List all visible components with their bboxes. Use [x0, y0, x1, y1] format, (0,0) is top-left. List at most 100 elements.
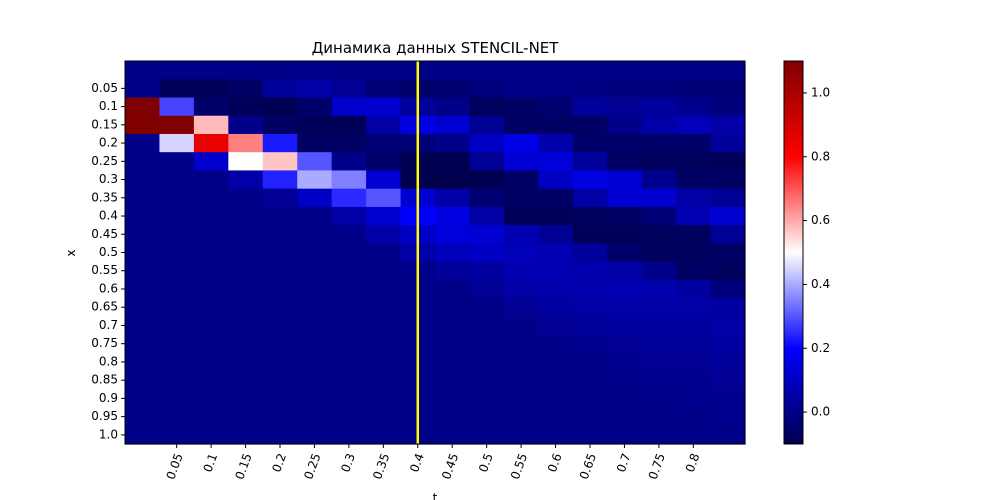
- heatmap-cell: [159, 206, 195, 226]
- heatmap-cell: [159, 79, 195, 99]
- heatmap-cell: [331, 97, 367, 117]
- heatmap-cell: [435, 425, 471, 445]
- y-tick-label: 0.15: [91, 117, 118, 131]
- heatmap-cell: [228, 133, 264, 153]
- x-tick-label: 0.8: [683, 451, 703, 474]
- heatmap-cell: [572, 425, 608, 445]
- x-tick-label: 0.15: [232, 451, 254, 481]
- heatmap-cell: [228, 425, 264, 445]
- heatmap-cell: [193, 225, 229, 244]
- heatmap-cell: [435, 316, 471, 336]
- heatmap-cell: [159, 243, 195, 263]
- heatmap-cell: [228, 206, 264, 226]
- heatmap-cell: [572, 352, 608, 372]
- heatmap-cell: [366, 425, 402, 445]
- heatmap-cell: [710, 225, 746, 244]
- heatmap-cell: [125, 279, 161, 299]
- heatmap-cell: [331, 371, 367, 390]
- heatmap-cell: [366, 97, 402, 117]
- heatmap-cell: [572, 261, 608, 281]
- heatmap-cell: [710, 206, 746, 226]
- heatmap-cell: [538, 206, 574, 226]
- heatmap-cell: [503, 61, 539, 80]
- heatmap-cell: [469, 188, 505, 208]
- heatmap-cell: [676, 206, 712, 226]
- heatmap-cell: [297, 152, 333, 172]
- heatmap-cell: [366, 352, 402, 372]
- heatmap-cell: [228, 389, 264, 409]
- heatmap-cell: [676, 115, 712, 135]
- heatmap-cell: [159, 316, 195, 336]
- heatmap-cell: [262, 279, 298, 299]
- heatmap-cell: [641, 334, 677, 354]
- heatmap-cell: [297, 61, 333, 80]
- heatmap-cell: [228, 407, 264, 427]
- heatmap-cell: [469, 170, 505, 190]
- heatmap-cell: [228, 371, 264, 390]
- heatmap-cell: [710, 79, 746, 99]
- heatmap-cell: [607, 316, 643, 336]
- heatmap-cell: [193, 115, 229, 135]
- heatmap-cell: [262, 133, 298, 153]
- heatmap-cell: [503, 133, 539, 153]
- y-tick-label: 0.45: [91, 227, 118, 241]
- heatmap-cell: [159, 261, 195, 281]
- heatmap-cell: [159, 389, 195, 409]
- heatmap-cell: [503, 225, 539, 244]
- heatmap-cell: [641, 61, 677, 80]
- heatmap-cell: [641, 133, 677, 153]
- heatmap-cell: [262, 79, 298, 99]
- heatmap-cell: [297, 352, 333, 372]
- heatmap-cell: [641, 243, 677, 263]
- heatmap-cell: [125, 170, 161, 190]
- heatmap-cell: [572, 243, 608, 263]
- heatmap-cell: [193, 389, 229, 409]
- heatmap-cell: [193, 188, 229, 208]
- heatmap-cell: [710, 133, 746, 153]
- heatmap-cell: [641, 298, 677, 317]
- heatmap-cell: [262, 407, 298, 427]
- heatmap-cell: [676, 133, 712, 153]
- heatmap-cell: [366, 261, 402, 281]
- heatmap-cell: [435, 79, 471, 99]
- heatmap-cell: [572, 371, 608, 390]
- y-tick-label: 0.7: [99, 318, 118, 332]
- heatmap-cell: [538, 407, 574, 427]
- heatmap-cell: [297, 334, 333, 354]
- heatmap-cell: [538, 334, 574, 354]
- heatmap-cell: [366, 334, 402, 354]
- heatmap-cell: [710, 243, 746, 263]
- heatmap-cell: [503, 316, 539, 336]
- heatmap-cell: [641, 188, 677, 208]
- heatmap-cell: [469, 334, 505, 354]
- heatmap-cell: [572, 133, 608, 153]
- heatmap-cell: [331, 279, 367, 299]
- heatmap-cell: [262, 389, 298, 409]
- heatmap-cell: [193, 133, 229, 153]
- heatmap-cell: [469, 371, 505, 390]
- heatmap-cell: [297, 279, 333, 299]
- heatmap-cell: [435, 261, 471, 281]
- heatmap-cell: [228, 334, 264, 354]
- heatmap-cell: [676, 97, 712, 117]
- heatmap-cell: [641, 206, 677, 226]
- heatmap-cell: [607, 206, 643, 226]
- heatmap-cell: [538, 261, 574, 281]
- heatmap-cell: [641, 79, 677, 99]
- heatmap-cell: [710, 334, 746, 354]
- heatmap-cell: [641, 97, 677, 117]
- x-tick-label: 0.75: [646, 451, 668, 481]
- heatmap-cell: [469, 133, 505, 153]
- heatmap-cell: [262, 97, 298, 117]
- y-tick-label: 0.9: [99, 391, 118, 405]
- heatmap-cell: [469, 407, 505, 427]
- heatmap-cell: [676, 407, 712, 427]
- heatmap-cell: [469, 206, 505, 226]
- heatmap-cell: [262, 188, 298, 208]
- heatmap-cell: [572, 61, 608, 80]
- heatmap-cell: [159, 97, 195, 117]
- heatmap-cell: [503, 115, 539, 135]
- heatmap-cell: [262, 352, 298, 372]
- heatmap-cell: [366, 206, 402, 226]
- heatmap-cell: [503, 298, 539, 317]
